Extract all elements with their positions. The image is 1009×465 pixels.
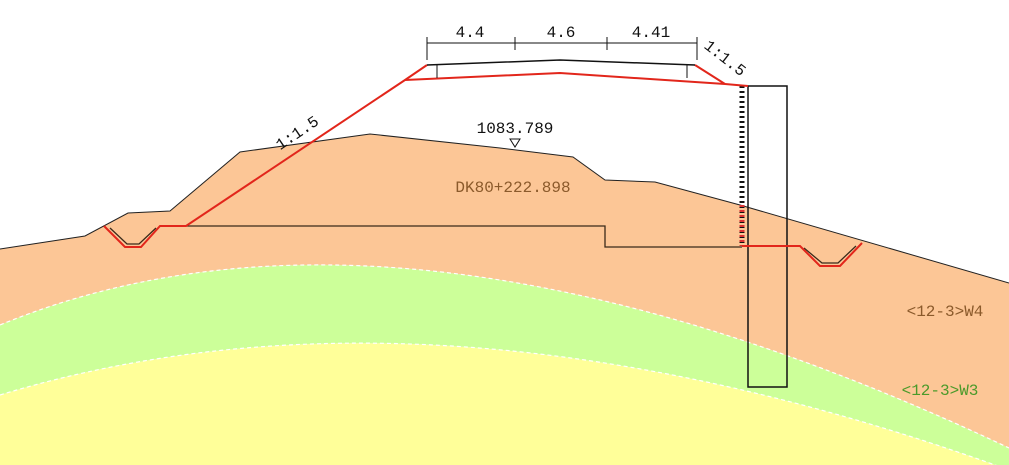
ground-line	[0, 133, 1009, 284]
ditch	[109, 227, 157, 245]
ditch-lining	[742, 242, 863, 267]
dimension-label: 4.4	[456, 24, 485, 42]
retaining-wall	[747, 85, 788, 388]
layer-yellow	[0, 343, 1009, 465]
foundation	[160, 225, 742, 248]
boundary	[0, 264, 1009, 449]
layer-label: <12-3>W4	[907, 303, 984, 321]
dimension-label: 4.41	[632, 24, 670, 42]
pavement	[426, 59, 696, 66]
layer-green	[0, 264, 1009, 465]
dimension-label: 4.6	[547, 24, 576, 42]
elevation-label: 1083.789	[477, 120, 554, 138]
embankment-base	[404, 64, 726, 85]
layer-label: <12-3>W3	[902, 382, 979, 400]
elevation-marker	[509, 138, 521, 148]
layer-orange	[0, 134, 1009, 448]
ditch	[803, 245, 857, 264]
slope-label: 1:1.5	[700, 37, 749, 81]
boundary	[0, 342, 997, 465]
station-label: DK80+222.898	[455, 179, 570, 197]
embankment-edge	[724, 83, 749, 87]
